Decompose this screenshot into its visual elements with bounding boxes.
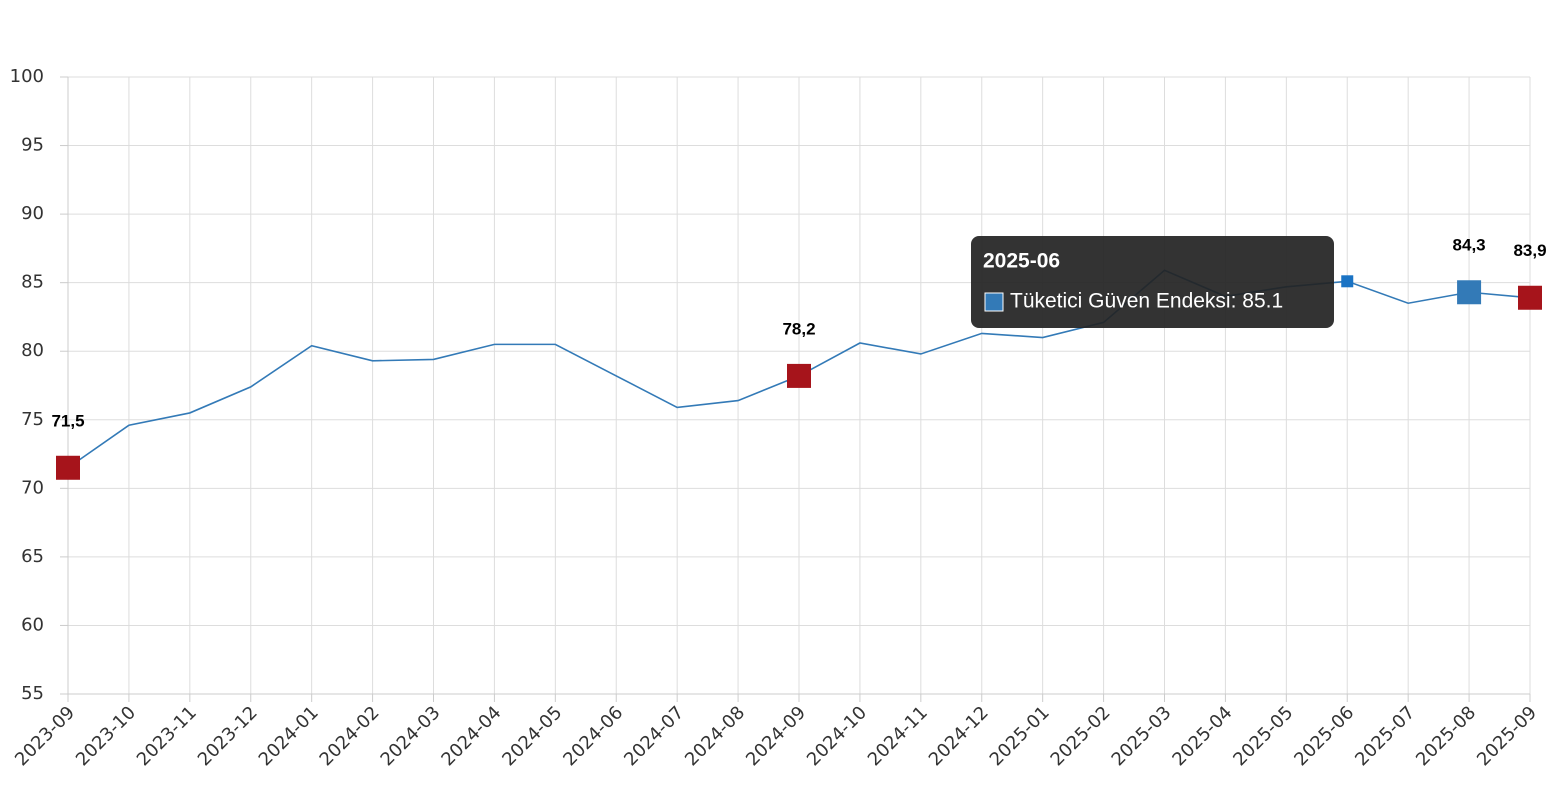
y-tick-label: 85 (21, 272, 44, 293)
x-tick-label: 2023-12 (194, 702, 262, 770)
value-label: 83,9 (1513, 241, 1546, 260)
y-tick-label: 70 (21, 477, 44, 498)
marker (1457, 280, 1482, 305)
y-tick-label: 75 (21, 409, 44, 430)
y-tick-label: 65 (21, 546, 44, 567)
x-tick-label: 2025-05 (1229, 702, 1297, 770)
x-tick-label: 2024-10 (803, 702, 871, 770)
y-tick-label: 95 (21, 135, 44, 156)
y-tick-label: 55 (21, 683, 44, 704)
marker (1341, 275, 1354, 288)
x-tick-label: 2023-09 (11, 702, 79, 770)
y-tick-label: 100 (10, 66, 44, 87)
y-tick-label: 80 (21, 340, 44, 361)
x-tick-label: 2024-11 (864, 702, 932, 770)
tooltip-swatch (984, 292, 1004, 312)
y-tick-label: 90 (21, 203, 44, 224)
value-label: 71,5 (51, 411, 84, 430)
x-tick-label: 2024-01 (255, 702, 323, 770)
y-tick-label: 60 (21, 614, 44, 635)
tooltip-title: 2025-06 (983, 250, 1060, 273)
x-tick-label: 2023-10 (72, 702, 140, 770)
value-label: 78,2 (782, 319, 815, 338)
x-tick-label: 2025-02 (1047, 702, 1115, 770)
x-tick-label: 2024-08 (681, 702, 749, 770)
x-tick-label: 2025-08 (1412, 702, 1480, 770)
x-tick-label: 2025-06 (1290, 702, 1358, 770)
x-tick-label: 2024-06 (559, 702, 627, 770)
x-tick-label: 2025-09 (1473, 702, 1541, 770)
x-tick-label: 2024-12 (925, 702, 993, 770)
marker (787, 363, 811, 388)
x-tick-label: 2024-07 (620, 702, 688, 770)
x-tick-label: 2024-02 (316, 702, 384, 770)
x-tick-label: 2023-11 (133, 702, 201, 770)
tooltip-box (971, 236, 1334, 328)
x-tick-label: 2025-01 (986, 702, 1054, 770)
x-tick-label: 2024-05 (498, 702, 566, 770)
value-label: 84,3 (1453, 236, 1486, 255)
marker (1518, 285, 1542, 310)
x-tick-label: 2025-04 (1168, 702, 1236, 770)
x-tick-label: 2024-09 (742, 702, 810, 770)
x-tick-label: 2025-07 (1351, 702, 1419, 770)
x-tick-label: 2025-03 (1108, 702, 1176, 770)
tooltip: 2025-06 Tüketici Güven Endeksi: 85.1 (971, 236, 1334, 328)
marker (56, 455, 80, 480)
x-tick-label: 2024-03 (377, 702, 445, 770)
tooltip-label: Tüketici Güven Endeksi: 85.1 (1010, 290, 1283, 313)
x-tick-label: 2024-04 (437, 702, 505, 770)
